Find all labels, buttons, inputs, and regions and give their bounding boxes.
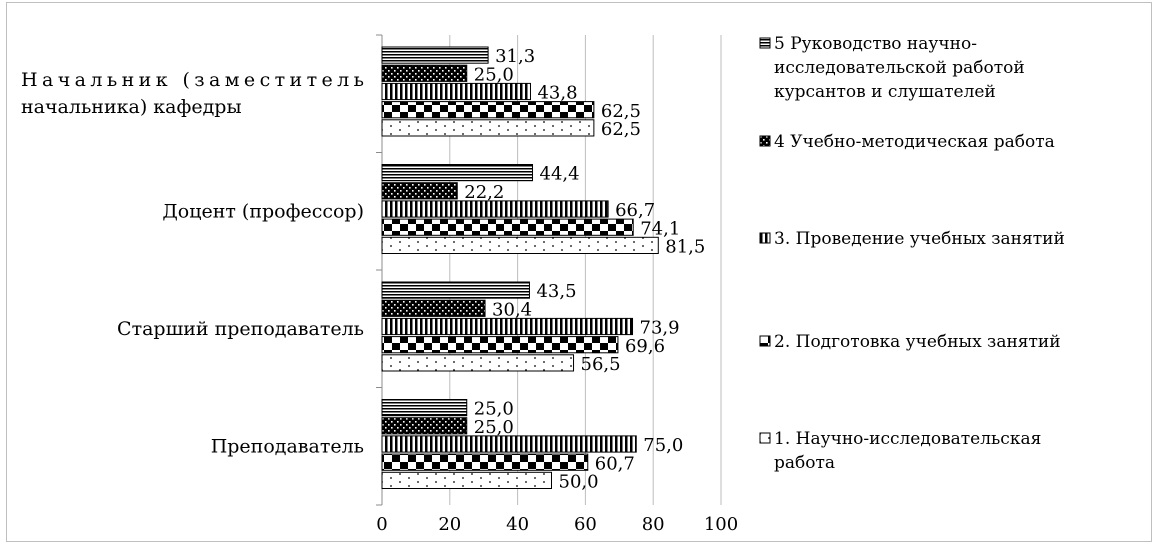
bar [381, 101, 595, 119]
x-tick-label: 40 [506, 514, 529, 535]
category-labels: Начальник (заместитель начальника) кафедр… [21, 69, 364, 457]
legend-label: 4 Учебно-методическая работа [774, 132, 1055, 152]
x-tick-label: 80 [642, 514, 665, 535]
category-label: начальника) кафедры [21, 96, 242, 118]
data-label: 73,9 [640, 318, 680, 339]
data-label: 60,7 [595, 453, 635, 474]
bars [381, 46, 659, 489]
bar [381, 218, 634, 236]
legend-swatch [759, 37, 771, 49]
legend-label: 1. Научно-исследовательская [774, 429, 1041, 449]
data-label: 56,5 [581, 354, 621, 375]
bar [381, 281, 530, 299]
bar [381, 299, 486, 317]
legend-label: работа [774, 453, 835, 473]
legend-label: курсантов и слушателей [774, 82, 996, 102]
legend-swatch [759, 335, 771, 347]
data-label: 74,1 [640, 218, 680, 239]
x-tick-label: 0 [376, 514, 387, 535]
bar [381, 119, 595, 137]
bar [381, 200, 609, 218]
bar [381, 182, 458, 200]
bar [381, 336, 619, 354]
bar [381, 399, 468, 417]
category-label: Преподаватель [211, 435, 364, 457]
x-tick-label: 60 [574, 514, 597, 535]
bar [381, 64, 468, 82]
data-label: 43,5 [536, 281, 576, 302]
data-label: 62,5 [601, 119, 641, 140]
data-label: 44,4 [540, 164, 580, 185]
category-label: Начальник (заместитель [21, 69, 364, 91]
legend-label: исследовательской работой [774, 58, 1025, 78]
data-label: 25,0 [474, 417, 514, 438]
legend-label: 2. Подготовка учебных занятий [774, 332, 1061, 352]
data-label: 22,2 [464, 182, 504, 203]
bar [381, 46, 489, 64]
x-tick-labels: 0 20 40 60 80 100 [376, 514, 738, 535]
data-label: 43,8 [537, 83, 577, 104]
legend: 5 Руководство научно-исследовательской р… [759, 34, 1065, 473]
legend-label: 3. Проведение учебных занятий [774, 229, 1065, 249]
data-label: 75,0 [643, 435, 683, 456]
legend-swatch [759, 135, 771, 147]
data-label: 69,6 [625, 336, 665, 357]
bar [381, 354, 575, 372]
bar [381, 417, 468, 435]
data-label: 62,5 [601, 101, 641, 122]
category-label: Доцент (профессор) [162, 200, 364, 222]
data-label: 25,0 [474, 399, 514, 420]
x-tick-label: 100 [704, 514, 738, 535]
axes [376, 34, 383, 506]
data-label: 25,0 [474, 64, 514, 85]
legend-swatch [759, 232, 771, 244]
data-labels: 31,325,043,862,562,544,422,266,774,181,5… [464, 46, 705, 492]
data-label: 31,3 [495, 46, 535, 67]
bar [381, 82, 531, 101]
data-label: 81,5 [665, 237, 705, 258]
data-label: 50,0 [559, 472, 599, 493]
x-tick-label: 20 [438, 514, 461, 535]
data-label: 66,7 [615, 200, 655, 221]
legend-swatch [759, 432, 771, 444]
bar [381, 435, 637, 453]
category-label: Старший преподаватель [117, 318, 364, 340]
bar [381, 236, 659, 255]
data-label: 30,4 [492, 299, 532, 320]
bar [381, 453, 589, 471]
bar [381, 317, 634, 336]
bar [381, 471, 552, 489]
bar [381, 164, 534, 182]
legend-label: 5 Руководство научно- [774, 34, 977, 54]
